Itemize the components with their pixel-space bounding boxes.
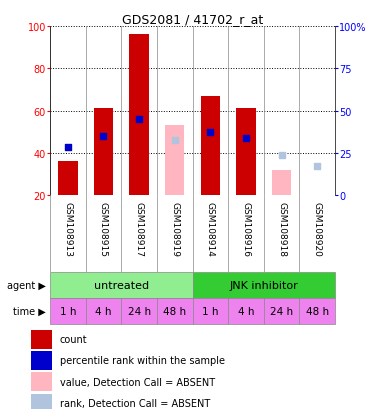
Bar <box>85 298 121 324</box>
Text: value, Detection Call = ABSENT: value, Detection Call = ABSENT <box>60 377 215 387</box>
Text: GSM108920: GSM108920 <box>313 202 321 256</box>
Title: GDS2081 / 41702_r_at: GDS2081 / 41702_r_at <box>122 13 263 26</box>
Point <box>172 138 178 144</box>
Bar <box>31 373 52 391</box>
Text: untreated: untreated <box>94 280 149 290</box>
Bar <box>228 298 264 324</box>
Bar <box>157 298 192 324</box>
Point <box>278 152 285 159</box>
Text: 48 h: 48 h <box>163 306 186 316</box>
Point <box>136 116 142 123</box>
Point <box>314 163 320 169</box>
Text: percentile rank within the sample: percentile rank within the sample <box>60 356 225 366</box>
Bar <box>94 109 113 196</box>
Bar <box>300 298 335 324</box>
Bar <box>121 298 157 324</box>
Point <box>207 129 213 136</box>
Text: JNK inhibitor: JNK inhibitor <box>229 280 298 290</box>
Text: GSM108914: GSM108914 <box>206 202 215 256</box>
Bar <box>50 272 192 298</box>
Bar <box>129 35 149 196</box>
Text: rank, Detection Call = ABSENT: rank, Detection Call = ABSENT <box>60 398 210 408</box>
Text: agent ▶: agent ▶ <box>7 280 46 290</box>
Text: GSM108917: GSM108917 <box>135 202 144 257</box>
Bar <box>31 351 52 370</box>
Bar <box>31 394 52 412</box>
Point <box>243 135 249 142</box>
Bar <box>201 97 220 196</box>
Bar <box>58 162 78 196</box>
Text: 24 h: 24 h <box>270 306 293 316</box>
Bar <box>192 298 228 324</box>
Text: time ▶: time ▶ <box>13 306 46 316</box>
Text: 4 h: 4 h <box>95 306 112 316</box>
Text: GSM108915: GSM108915 <box>99 202 108 257</box>
Bar <box>192 272 335 298</box>
Text: GSM108913: GSM108913 <box>64 202 72 257</box>
Text: count: count <box>60 335 87 344</box>
Bar <box>31 330 52 349</box>
Text: 24 h: 24 h <box>127 306 151 316</box>
Text: 48 h: 48 h <box>306 306 329 316</box>
Text: 4 h: 4 h <box>238 306 254 316</box>
Text: 1 h: 1 h <box>202 306 219 316</box>
Point <box>65 144 71 150</box>
Text: 1 h: 1 h <box>60 306 76 316</box>
Bar <box>50 298 85 324</box>
Text: GSM108919: GSM108919 <box>170 202 179 257</box>
Point <box>100 133 107 140</box>
Text: GSM108918: GSM108918 <box>277 202 286 257</box>
Bar <box>272 171 291 196</box>
Bar <box>264 298 300 324</box>
Bar <box>165 126 184 196</box>
Bar <box>236 109 256 196</box>
Text: GSM108916: GSM108916 <box>241 202 250 257</box>
